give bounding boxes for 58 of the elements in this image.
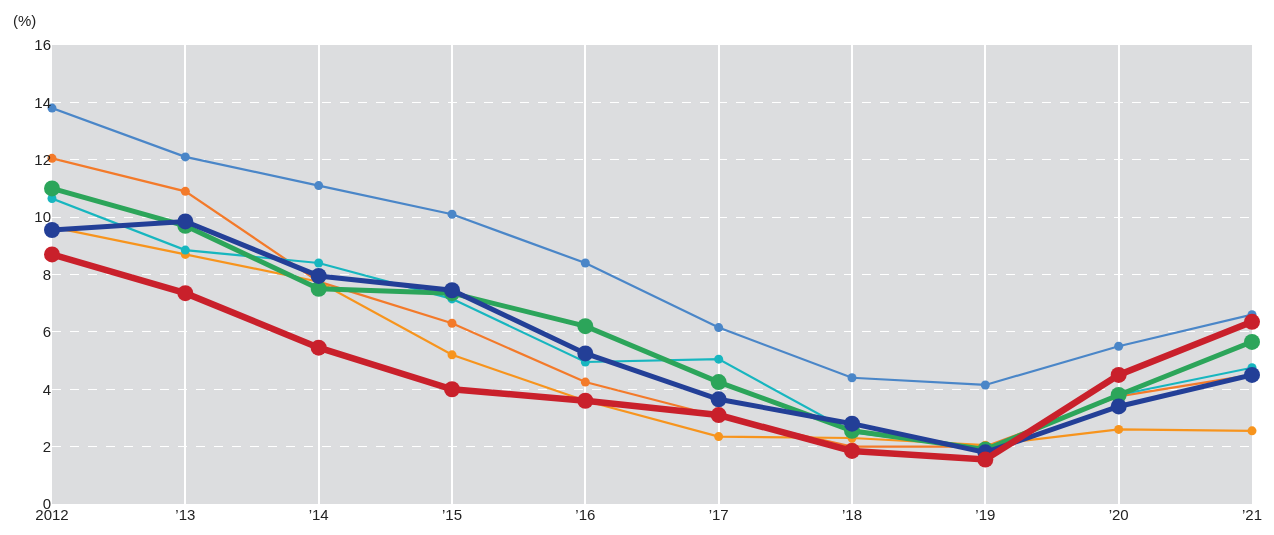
- y-tick-label: 4: [42, 380, 51, 398]
- point: [180, 245, 190, 255]
- point: [444, 381, 460, 398]
- x-tick-label: ’13: [175, 506, 196, 523]
- y-tick-label: 12: [34, 151, 51, 168]
- point: [1244, 333, 1260, 350]
- x-tick-label: ’17: [708, 506, 729, 523]
- point: [310, 267, 327, 284]
- y-tick-label: 14: [34, 93, 51, 111]
- point: [44, 222, 60, 239]
- point: [1110, 366, 1127, 383]
- point: [714, 432, 724, 442]
- point: [714, 354, 724, 364]
- point: [1114, 424, 1124, 434]
- y-tick-label: 2: [42, 437, 51, 455]
- point: [710, 407, 727, 424]
- point: [44, 246, 60, 263]
- point: [577, 318, 594, 335]
- x-tick-label: ’21: [1241, 506, 1263, 523]
- point: [710, 391, 727, 408]
- y-tick-label: 16: [34, 36, 51, 54]
- point: [977, 451, 994, 468]
- point: [580, 258, 590, 268]
- point: [447, 318, 457, 328]
- point: [447, 350, 457, 360]
- point: [180, 152, 190, 162]
- point: [710, 374, 727, 391]
- point: [577, 392, 594, 409]
- point: [847, 373, 857, 383]
- x-tick-label: ’19: [975, 506, 996, 523]
- point: [844, 442, 860, 459]
- point: [177, 213, 194, 230]
- point: [314, 181, 324, 191]
- point: [44, 180, 60, 197]
- point: [1244, 313, 1260, 330]
- point: [580, 377, 590, 387]
- y-tick-label: 10: [34, 208, 51, 226]
- x-tick-label: ’14: [308, 506, 329, 523]
- y-tick-label: 6: [42, 323, 51, 341]
- x-tick-label: ’15: [441, 506, 463, 523]
- point: [1244, 366, 1260, 383]
- point: [577, 345, 594, 362]
- point: [310, 339, 327, 356]
- point: [180, 186, 190, 196]
- point: [980, 380, 990, 390]
- y-tick-label: 8: [42, 265, 51, 283]
- x-tick-label: ’18: [841, 506, 863, 523]
- y-axis-title: (%): [13, 12, 37, 29]
- x-tick-label: ’16: [575, 506, 596, 523]
- point: [844, 415, 860, 432]
- point: [314, 258, 324, 268]
- point: [1110, 398, 1127, 415]
- point: [714, 323, 724, 333]
- point: [1247, 426, 1257, 436]
- point: [1114, 341, 1124, 351]
- point: [177, 285, 194, 302]
- x-tick-label: ’20: [1108, 506, 1129, 523]
- point: [447, 209, 457, 219]
